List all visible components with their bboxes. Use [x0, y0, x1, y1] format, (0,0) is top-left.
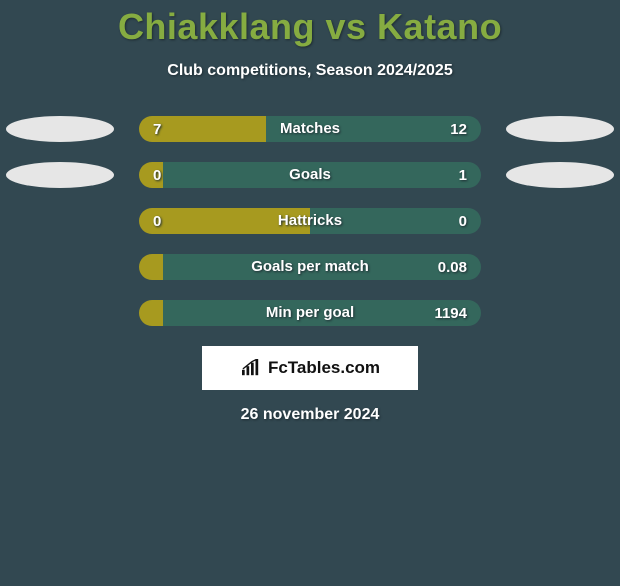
left-value: 7 — [153, 121, 161, 138]
team-oval-left — [6, 116, 114, 142]
team-oval-left — [6, 162, 114, 188]
bar-chart-icon — [240, 359, 262, 377]
left-value: 0 — [153, 213, 161, 230]
stat-bar: 712Matches — [139, 116, 481, 142]
left-value: 0 — [153, 167, 161, 184]
bar-right: 12 — [266, 116, 481, 142]
bar-right: 1 — [163, 162, 481, 188]
date-text: 26 november 2024 — [0, 406, 620, 424]
stat-bar: 0.08Goals per match — [139, 254, 481, 280]
footer-badge[interactable]: FcTables.com — [202, 346, 418, 390]
bar-left: 0 — [139, 162, 163, 188]
bar-left — [139, 300, 163, 326]
stat-row: 712Matches — [0, 116, 620, 142]
right-value: 12 — [450, 121, 467, 138]
stat-row: 01Goals — [0, 162, 620, 188]
right-value: 0 — [459, 213, 467, 230]
stat-bar: 00Hattricks — [139, 208, 481, 234]
team-oval-right — [506, 116, 614, 142]
bar-left — [139, 254, 163, 280]
team-oval-right — [506, 162, 614, 188]
stat-bar: 1194Min per goal — [139, 300, 481, 326]
stat-row: 00Hattricks — [0, 208, 620, 234]
right-value: 0.08 — [438, 259, 467, 276]
stats-container: 712Matches01Goals00Hattricks0.08Goals pe… — [0, 116, 620, 326]
right-value: 1194 — [434, 305, 467, 322]
bar-left: 0 — [139, 208, 310, 234]
bar-right: 0 — [310, 208, 481, 234]
bar-right: 0.08 — [163, 254, 481, 280]
stat-row: 0.08Goals per match — [0, 254, 620, 280]
bar-left: 7 — [139, 116, 266, 142]
stat-row: 1194Min per goal — [0, 300, 620, 326]
right-value: 1 — [459, 167, 467, 184]
bar-right: 1194 — [163, 300, 481, 326]
stat-bar: 01Goals — [139, 162, 481, 188]
brand-text: FcTables.com — [268, 358, 380, 378]
subtitle: Club competitions, Season 2024/2025 — [0, 62, 620, 80]
page-title: Chiakklang vs Katano — [0, 6, 620, 48]
